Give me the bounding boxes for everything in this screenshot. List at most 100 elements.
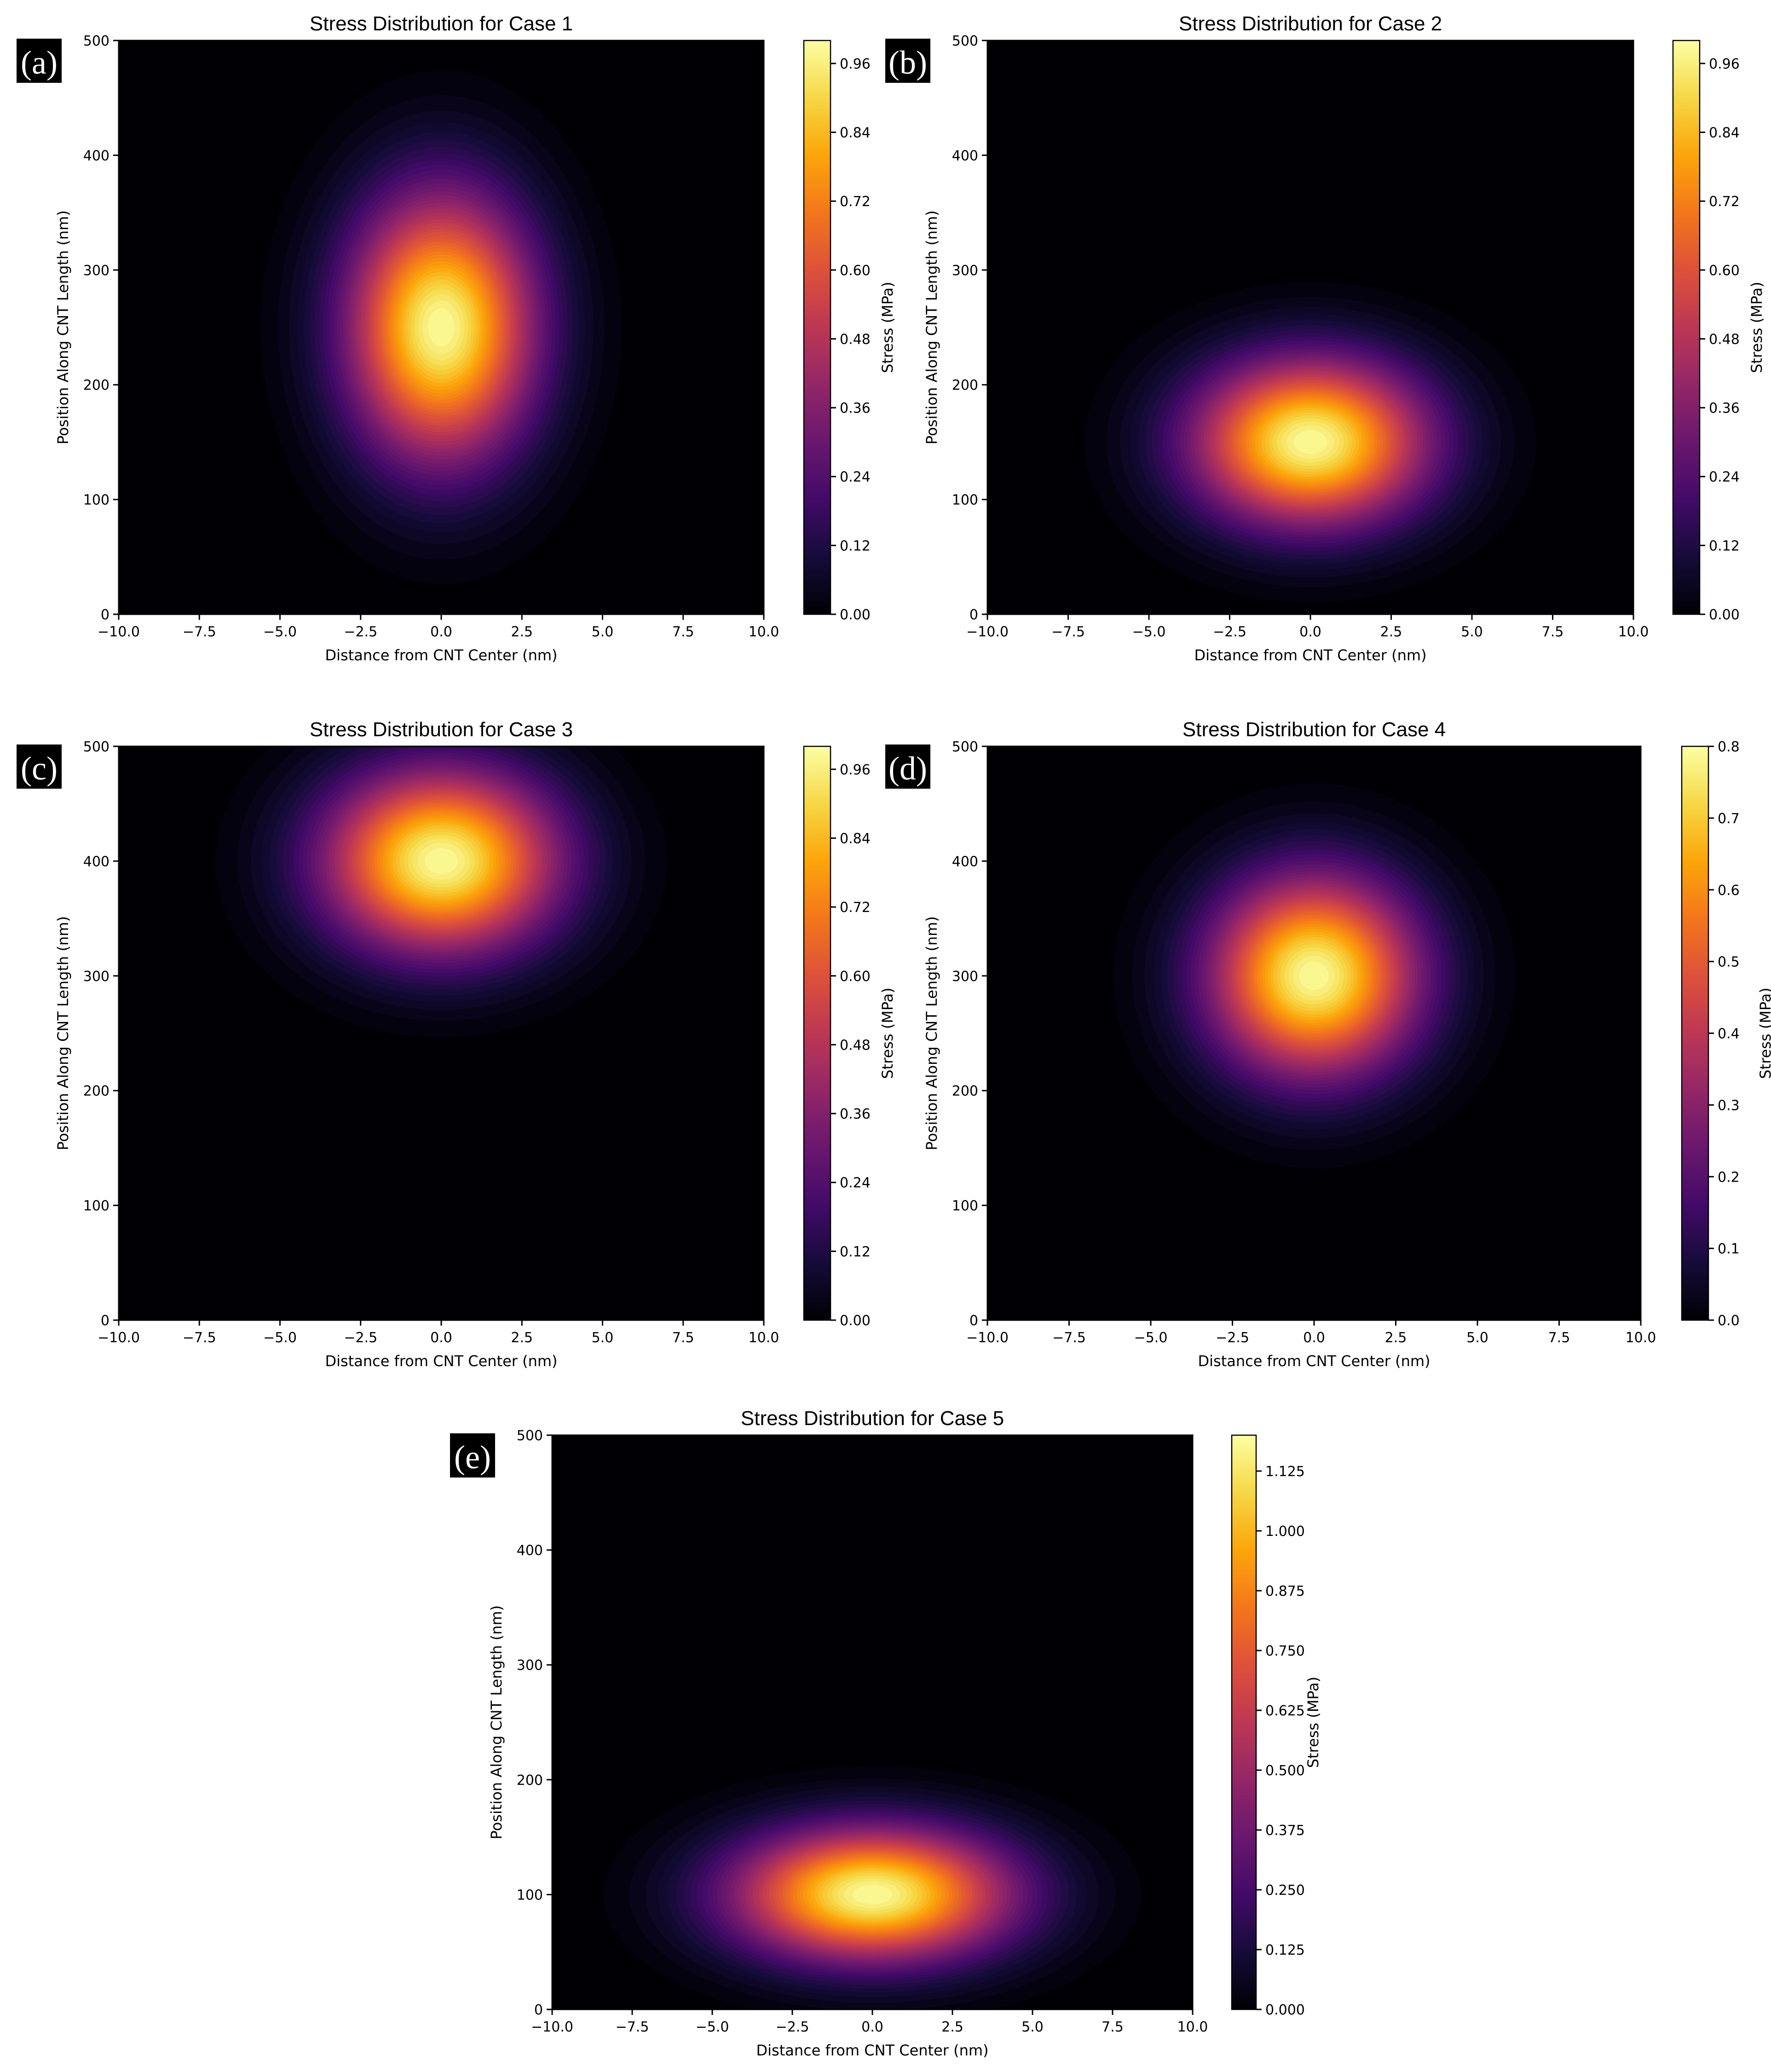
stress-field (260, 70, 622, 584)
x-tick-label: 0.0 (1303, 1330, 1325, 1346)
x-axis-label: Distance from CNT Center (nm) (325, 646, 557, 664)
stress-field (604, 1766, 1141, 2009)
x-tick-label: 7.5 (1548, 1330, 1570, 1346)
panel-label-box (17, 745, 62, 789)
y-axis-label: Position Along CNT Length (nm) (54, 210, 72, 444)
colorbar-tick-label: 0.60 (840, 263, 871, 279)
x-tick-label: −10.0 (531, 2019, 573, 2035)
x-tick-label: 10.0 (749, 1330, 779, 1346)
colorbar-tick-label: 0.625 (1265, 1703, 1305, 1719)
y-tick-label: 0 (534, 2002, 543, 2018)
colorbar-label: Stress (MPa) (1748, 282, 1765, 373)
colorbar-frame (1231, 1434, 1257, 2010)
contour-level (428, 308, 455, 346)
colorbar-tick-label: 0.72 (840, 900, 871, 916)
x-tick-label: 7.5 (672, 624, 694, 640)
colorbar (1673, 40, 1700, 614)
contour-level (1293, 430, 1327, 454)
colorbar-tick-label: 0.60 (1709, 263, 1740, 279)
x-tick-label: −5.0 (696, 2019, 729, 2035)
x-tick-label: −7.5 (183, 1330, 216, 1346)
chart-title: Stress Distribution for Case 1 (310, 12, 573, 35)
panel-b: −10.0 −7.5 −5.0 −2.5 0.0 2.5 5.0 7.5 10.0 0 100 200… (885, 12, 1765, 664)
x-tick-label: 0.0 (430, 624, 452, 640)
colorbar-tick-label: 0.125 (1265, 1942, 1305, 1958)
colorbar-tick-label: 0.60 (840, 969, 871, 985)
colorbar-tick-label: 0.24 (840, 1175, 871, 1191)
y-tick-label: 500 (83, 33, 110, 49)
contour-level (1299, 962, 1329, 990)
y-tick-label: 0 (969, 607, 978, 623)
colorbar-tick-label: 0.72 (1709, 194, 1740, 210)
y-tick-label: 0 (101, 607, 110, 623)
y-tick-label: 300 (517, 1657, 543, 1674)
y-axis-label: Position Along CNT Length (nm) (923, 210, 940, 444)
y-tick-label: 400 (517, 1543, 543, 1559)
x-tick-label: 5.0 (592, 624, 614, 640)
x-tick-label: 2.5 (1380, 624, 1402, 640)
y-tick-label: 300 (83, 263, 110, 279)
y-tick-label: 400 (952, 148, 978, 164)
panel-label-box (450, 1433, 495, 1478)
x-tick-label: 10.0 (1618, 624, 1649, 640)
colorbar-tick-label: 0.84 (1709, 125, 1740, 141)
colorbar-tick-label: 0.12 (840, 538, 871, 554)
colorbar-tick-label: 0.1 (1718, 1241, 1740, 1257)
y-tick-label: 100 (83, 492, 110, 508)
stress-field (1113, 783, 1515, 1169)
colorbar-label: Stress (MPa) (1757, 987, 1771, 1079)
panel-a: −10.0 −7.5 −5.0 −2.5 0.0 2.5 5.0 7.5 10.0 0 100 200… (17, 12, 896, 664)
panel-label: (e) (454, 1439, 491, 1476)
y-tick-label: 300 (83, 969, 110, 985)
colorbar-tick-label: 0.8 (1718, 739, 1740, 755)
colorbar (1682, 746, 1708, 1320)
x-tick-label: 5.0 (1466, 1330, 1488, 1346)
colorbar-frame (803, 745, 831, 1321)
y-tick-label: 200 (517, 1772, 543, 1789)
x-tick-label: 10.0 (1626, 1330, 1656, 1346)
colorbar-tick-label: 0.4 (1718, 1026, 1740, 1042)
y-axis-label: Position Along CNT Length (nm) (488, 1605, 505, 1840)
y-tick-label: 200 (952, 1083, 978, 1099)
colorbar-tick-label: 0.375 (1265, 1823, 1305, 1839)
colorbar-tick-label: 0.7 (1718, 811, 1740, 827)
colorbar-tick-label: 0.00 (840, 607, 871, 623)
y-tick-label: 400 (83, 854, 110, 870)
y-tick-label: 100 (952, 492, 978, 508)
colorbar-tick-label: 1.000 (1265, 1524, 1305, 1540)
contour-level (425, 848, 458, 874)
colorbar-tick-label: 0.84 (840, 831, 871, 847)
y-tick-label: 400 (83, 148, 110, 164)
colorbar-tick-label: 0.24 (840, 469, 871, 485)
y-tick-label: 500 (517, 1428, 543, 1444)
x-tick-label: −2.5 (344, 624, 377, 640)
colorbar-tick-label: 0.48 (840, 331, 871, 347)
colorbar-tick-label: 0.875 (1265, 1583, 1305, 1599)
x-axis-label: Distance from CNT Center (nm) (756, 2042, 988, 2059)
x-tick-label: 10.0 (1177, 2019, 1208, 2035)
panel-label-box (17, 39, 62, 83)
x-tick-label: 0.0 (861, 2019, 883, 2035)
colorbar-tick-label: 0.500 (1265, 1763, 1305, 1779)
x-tick-label: −7.5 (1051, 624, 1085, 640)
colorbar-tick-label: 0.2 (1718, 1169, 1740, 1185)
x-tick-label: 7.5 (1542, 624, 1564, 640)
stress-field (1085, 282, 1536, 603)
colorbar-tick-label: 0.3 (1718, 1097, 1740, 1114)
chart-title: Stress Distribution for Case 5 (741, 1407, 1004, 1430)
colorbar-label: Stress (MPa) (879, 282, 896, 373)
x-tick-label: 0.0 (430, 1330, 452, 1346)
panel-label: (d) (888, 750, 927, 787)
panel-e: −10.0 −7.5 −5.0 −2.5 0.0 2.5 5.0 7.5 10.0 0 100 200… (450, 1407, 1322, 2059)
colorbar-tick-label: 0.36 (1709, 400, 1740, 416)
colorbar-tick-label: 0.36 (840, 1106, 871, 1122)
colorbar-tick-label: 0.84 (840, 125, 871, 141)
panel-label: (a) (21, 44, 58, 81)
colorbar-tick-label: 0.00 (1709, 607, 1740, 623)
panel-label-box (885, 745, 930, 789)
x-tick-label: −10.0 (966, 624, 1009, 640)
y-tick-label: 200 (952, 377, 978, 393)
colorbar-tick-label: 0.0 (1718, 1313, 1740, 1329)
panel-c: −10.0 −7.5 −5.0 −2.5 0.0 2.5 5.0 7.5 10.0 0 100 200… (17, 718, 896, 1370)
